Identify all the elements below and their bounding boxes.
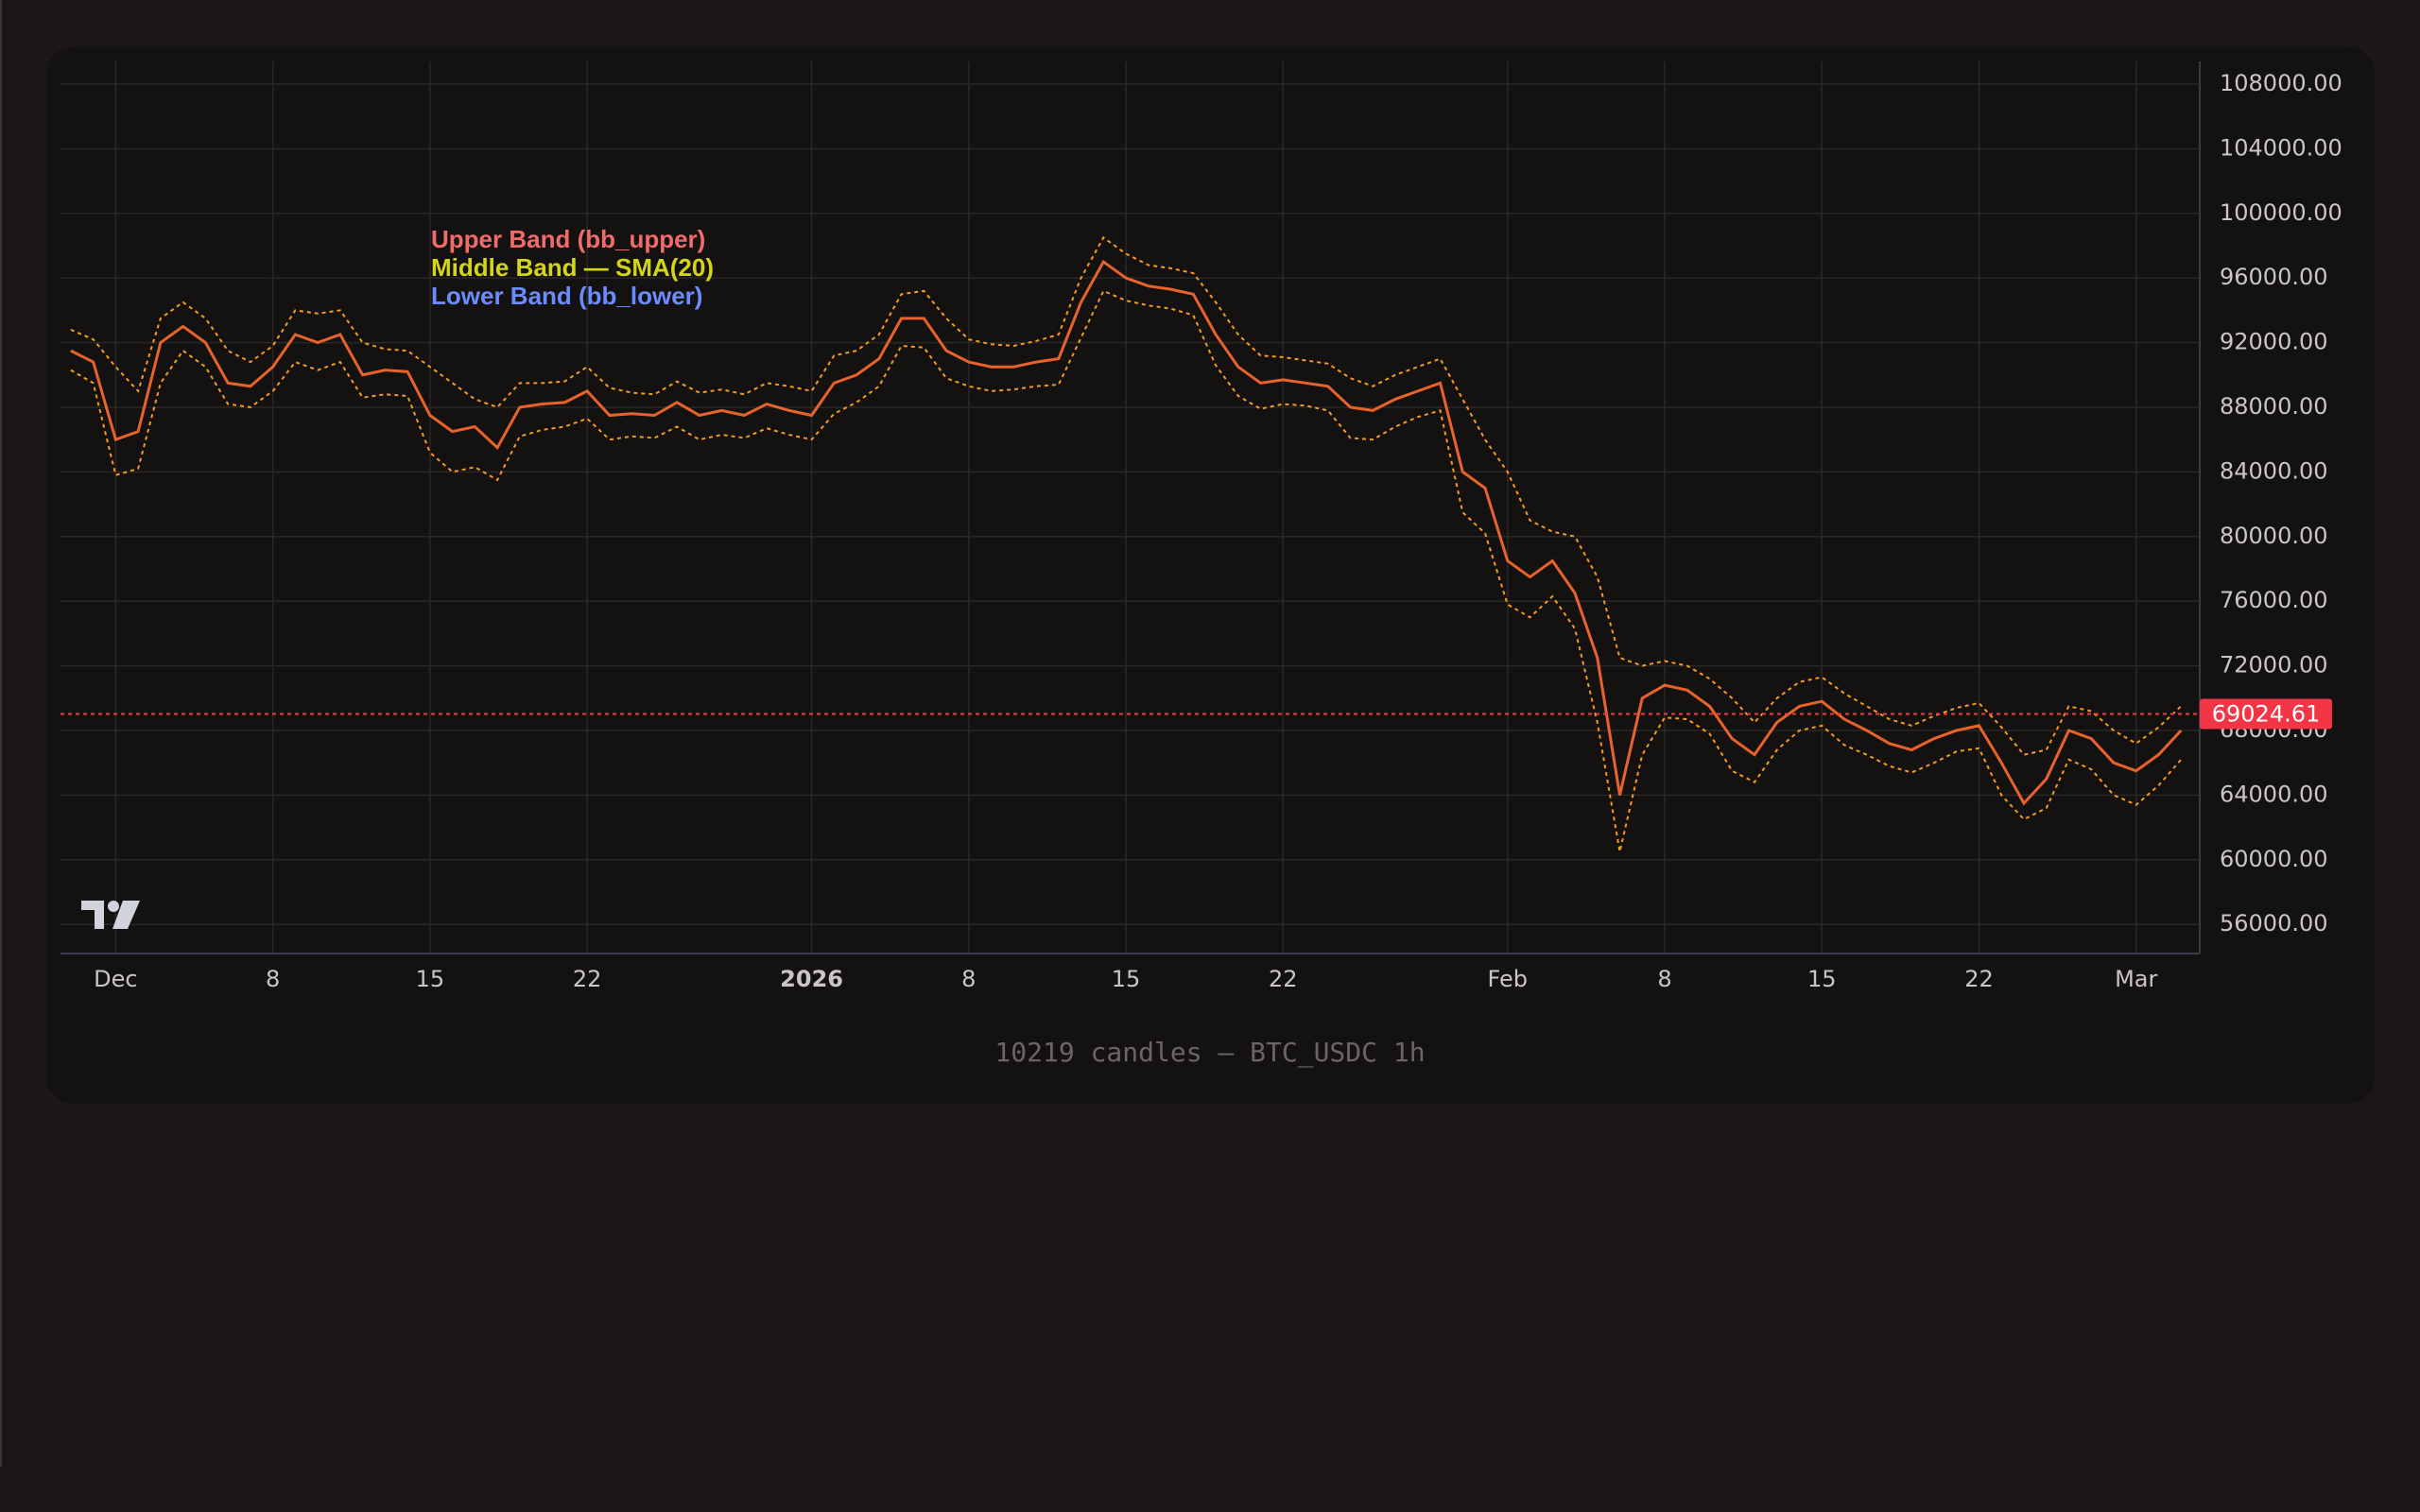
y-tick-label: 96000.00 <box>2220 264 2328 290</box>
legend-entry: Upper Band (bb_upper) <box>431 225 705 253</box>
y-tick-label: 88000.00 <box>2220 393 2328 420</box>
footer: 10219 candles — BTC_USDC 1h <box>994 1037 1425 1069</box>
x-tick-label: 15 <box>1807 966 1837 992</box>
x-tick-label: 2026 <box>780 966 843 992</box>
y-tick-label: 72000.00 <box>2220 652 2328 679</box>
y-tick-label: 80000.00 <box>2220 523 2328 549</box>
x-tick-label: 15 <box>416 966 445 992</box>
y-tick-label: 104000.00 <box>2220 134 2342 161</box>
y-tick-label: 84000.00 <box>2220 457 2328 484</box>
legend-entry: Middle Band — SMA(20) <box>431 253 714 282</box>
y-tick-label: 56000.00 <box>2220 910 2328 936</box>
tv-logo <box>81 901 140 929</box>
y-tick-label: 76000.00 <box>2220 587 2328 613</box>
y-tick-label: 92000.00 <box>2220 329 2328 355</box>
y-tick-label: 60000.00 <box>2220 846 2328 872</box>
x-tick-label: 22 <box>573 966 602 992</box>
x-tick-label: 22 <box>1964 966 1994 992</box>
y-tick-label: 100000.00 <box>2220 199 2342 226</box>
plot: 56000.0060000.0064000.0068000.0072000.00… <box>60 61 2342 992</box>
plot-area <box>60 61 2200 954</box>
y-tick-label: 64000.00 <box>2220 781 2328 807</box>
x-tick-label: 8 <box>961 966 976 992</box>
y-tick-label: 108000.00 <box>2220 70 2342 96</box>
last-price-label: 69024.61 <box>2212 700 2321 727</box>
x-tick-label: Mar <box>2115 966 2157 992</box>
x-tick-label: 15 <box>1112 966 1141 992</box>
last-price-box <box>2200 698 2332 730</box>
x-tick-label: 8 <box>266 966 280 992</box>
x-tick-label: Dec <box>94 966 137 992</box>
x-tick-label: Feb <box>1488 966 1529 992</box>
x-tick-label: 22 <box>1269 966 1298 992</box>
band-line <box>70 289 2182 852</box>
band-line <box>70 259 2183 806</box>
x-tick-label: 8 <box>1657 966 1671 992</box>
band-line <box>70 235 2182 756</box>
legend-entry: Lower Band (bb_lower) <box>431 282 702 310</box>
